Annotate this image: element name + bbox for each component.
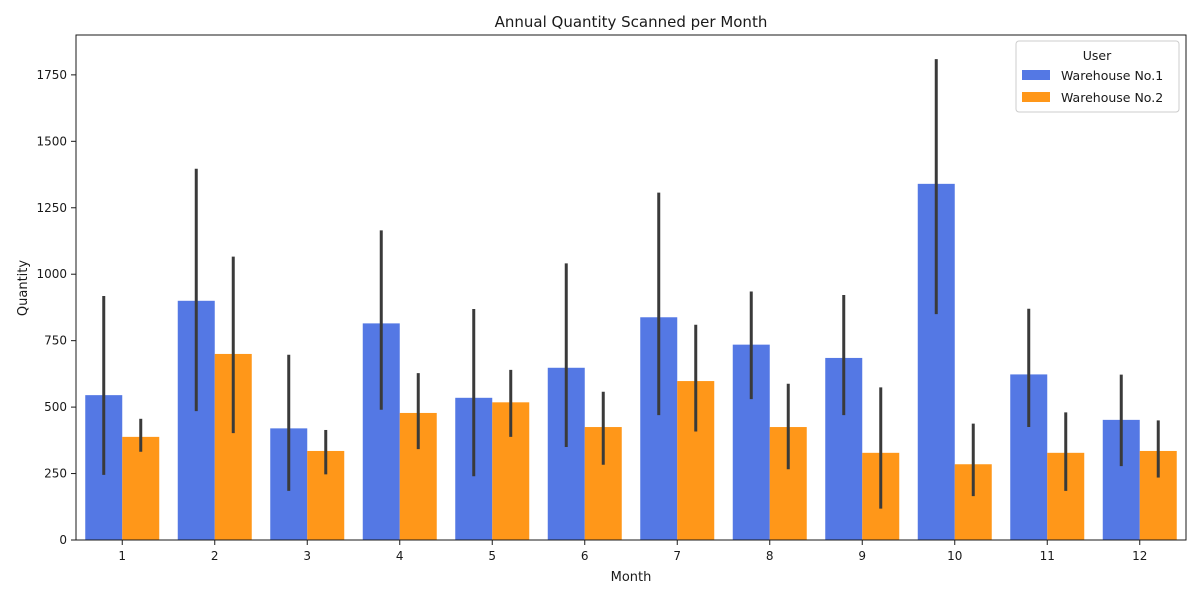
legend-swatch-warehouse-1 (1022, 70, 1050, 80)
y-tick-label: 750 (44, 334, 67, 348)
legend: User Warehouse No.1 Warehouse No.2 (1015, 40, 1180, 113)
y-tick-label: 1500 (36, 134, 67, 148)
y-tick-label: 1000 (36, 267, 67, 281)
y-tick-label: 1750 (36, 68, 67, 82)
chart-title: Annual Quantity Scanned per Month (495, 13, 768, 31)
x-tick-label: 7 (673, 549, 681, 563)
legend-swatch-warehouse-2 (1022, 92, 1050, 102)
x-tick-label: 5 (488, 549, 496, 563)
y-tick-label: 0 (59, 533, 67, 547)
legend-title: User (1083, 48, 1112, 63)
x-tick-label: 11 (1040, 549, 1055, 563)
x-tick-label: 1 (118, 549, 126, 563)
y-axis-label: Quantity (16, 260, 31, 316)
legend-label-warehouse-1: Warehouse No.1 (1061, 68, 1163, 83)
y-tick-label: 1250 (36, 201, 67, 215)
x-tick-label: 12 (1132, 549, 1147, 563)
legend-label-warehouse-2: Warehouse No.2 (1061, 90, 1163, 105)
x-tick-label: 3 (303, 549, 311, 563)
y-tick-label: 250 (44, 467, 67, 481)
plot-frame (75, 34, 1187, 541)
bar-warehouse-2 (122, 436, 160, 540)
legend-box (1015, 40, 1180, 113)
x-tick-label: 4 (396, 549, 404, 563)
x-tick-label: 8 (766, 549, 774, 563)
x-tick-label: 9 (858, 549, 866, 563)
x-axis-label: Month (611, 570, 652, 585)
x-tick-label: 6 (581, 549, 589, 563)
y-tick-label: 500 (44, 400, 67, 414)
x-tick-label: 2 (211, 549, 219, 563)
x-tick-label: 10 (947, 549, 962, 563)
